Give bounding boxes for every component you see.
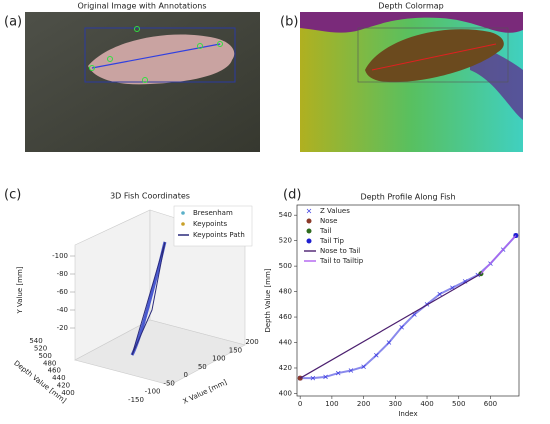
x-tick-label: 200 (357, 400, 370, 408)
panel-label: (b) (280, 15, 298, 30)
series-line (299, 273, 482, 379)
legend-label: Tail (319, 227, 331, 235)
legend-marker (306, 218, 312, 224)
legend-label: Tail Tip (319, 237, 345, 245)
panel-title: Depth Colormap (378, 2, 443, 11)
legend-marker (306, 208, 312, 214)
y-axis-label: Depth Value [mm] (264, 268, 272, 332)
z-tick-label: 440 (52, 374, 65, 382)
x-tick-label: 200 (245, 338, 258, 346)
y-tick-label: -60 (57, 288, 68, 296)
x-tick-label: 500 (452, 400, 465, 408)
legend-label: Keypoints Path (193, 231, 245, 239)
z-tick-label: 480 (43, 359, 56, 367)
x-tick-label: 0 (298, 400, 302, 408)
panel-label: (d) (283, 188, 301, 203)
legend-marker (181, 211, 185, 215)
chart-title: Depth Profile Along Fish (360, 193, 455, 202)
point (323, 374, 328, 380)
y-tick-label: 460 (279, 313, 292, 321)
series-line (480, 235, 517, 275)
point (335, 370, 341, 376)
z-tick-label: 500 (38, 352, 51, 360)
legend-marker (306, 228, 312, 234)
x-tick-label: 100 (212, 355, 225, 363)
panel-label: (a) (4, 15, 22, 30)
legend-marker (306, 238, 312, 244)
x-axis-label: Index (398, 410, 417, 418)
y-tick-label: 500 (279, 262, 292, 270)
point (386, 340, 392, 345)
panel-label: (c) (4, 188, 21, 203)
z-tick-label: 400 (61, 389, 74, 397)
x-tick-label: -100 (145, 388, 161, 396)
point (361, 364, 366, 369)
legend-box (173, 205, 253, 247)
x-tick-label: 600 (484, 400, 497, 408)
y-tick-label: -20 (57, 324, 68, 332)
legend-marker (181, 222, 185, 226)
y-tick-label: -100 (52, 252, 68, 260)
y-tick-label: -80 (57, 270, 68, 278)
y-axis-label: Y Value [mm] (16, 266, 24, 314)
x-tick-label: 300 (389, 400, 402, 408)
legend-label: Z Values (320, 207, 350, 215)
point (310, 375, 316, 381)
x-tick-label: 100 (325, 400, 338, 408)
z-tick-label: 420 (57, 382, 70, 390)
y-tick-label: -40 (57, 306, 68, 314)
z-tick-label: 520 (34, 344, 47, 352)
panel-title: Original Image with Annotations (78, 2, 207, 11)
x-tick-label: -150 (128, 396, 144, 404)
depth-map (300, 12, 523, 152)
x-axis-label: X Value [mm] (182, 378, 229, 405)
y-tick-label: 400 (279, 389, 292, 397)
legend-label: Nose to Tail (320, 247, 360, 255)
legend-label: Tail to Tailtip (319, 257, 364, 265)
y-tick-label: 440 (279, 339, 292, 347)
x-tick-label: 150 (229, 346, 242, 354)
fish-3d-curve (130, 241, 167, 356)
x-tick-label: 50 (198, 363, 207, 371)
point (348, 368, 354, 373)
legend-label: Nose (320, 217, 337, 225)
y-tick-label: 520 (279, 237, 292, 245)
point (399, 324, 404, 330)
legend-label: Keypoints (193, 220, 228, 228)
point (374, 353, 379, 358)
x-tick-label: -50 (163, 379, 174, 387)
chart-title: 3D Fish Coordinates (110, 192, 190, 201)
photo (25, 12, 260, 152)
z-tick-label: 460 (48, 367, 61, 375)
point (437, 291, 442, 297)
y-tick-label: 480 (279, 288, 292, 296)
plot-area (296, 204, 520, 397)
x-tick-label: 0 (183, 371, 187, 379)
y-tick-label: 540 (279, 211, 292, 219)
y-tick-label: 420 (279, 364, 292, 372)
z-tick-label: 540 (29, 337, 42, 345)
legend-label: Bresenham (193, 209, 233, 217)
x-tick-label: 400 (420, 400, 433, 408)
